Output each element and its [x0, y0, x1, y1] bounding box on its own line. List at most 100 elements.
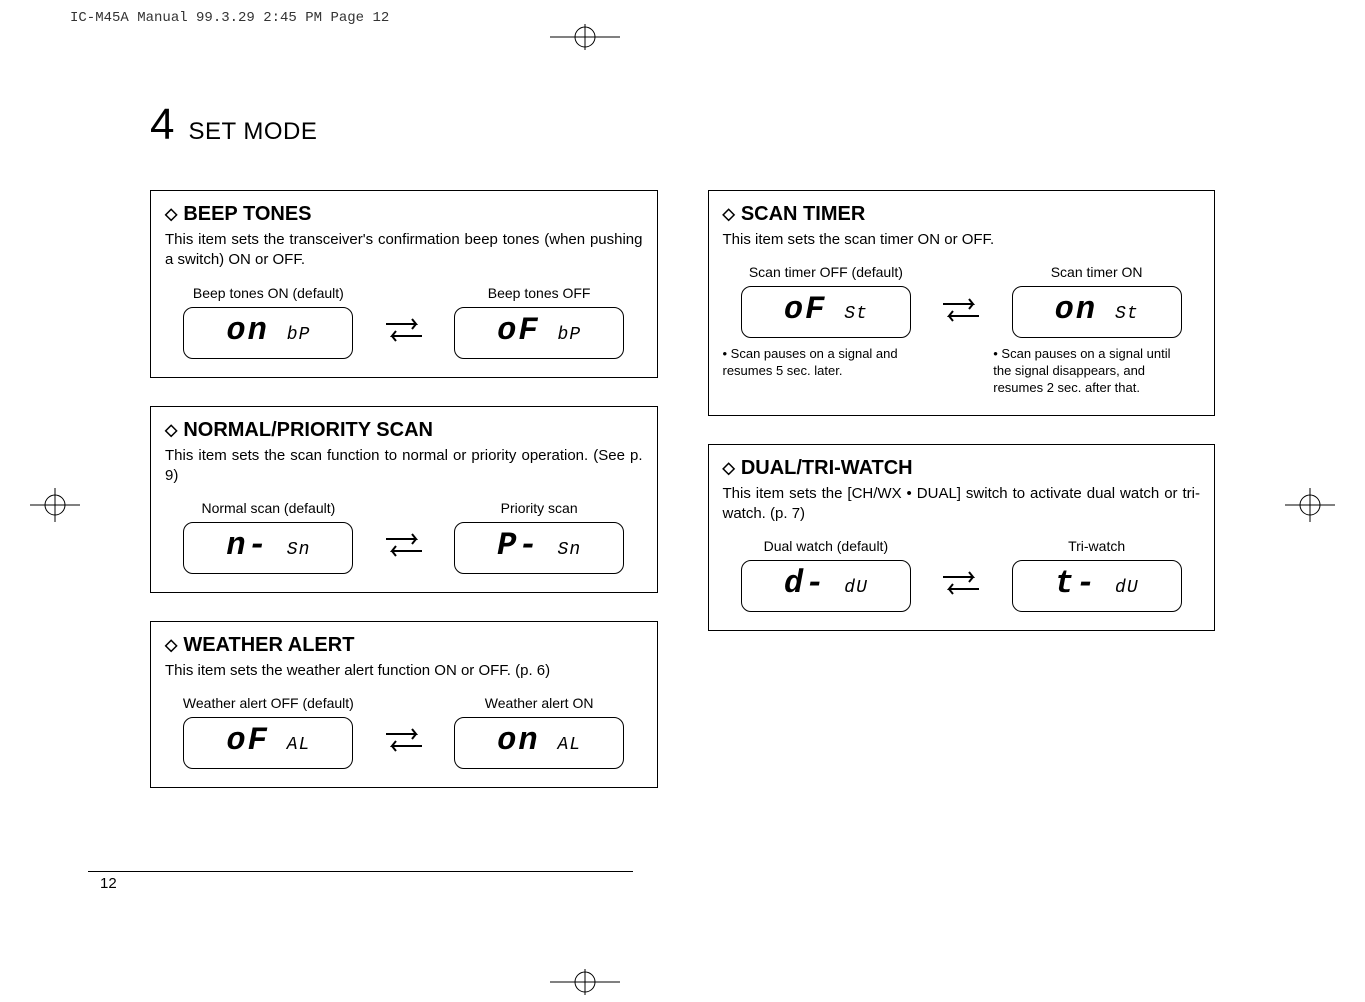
- option-right: Beep tones OFF oF bP: [436, 285, 643, 359]
- lcd-display: d- dU: [741, 560, 911, 612]
- card-title: ◇ SCAN TIMER: [723, 203, 1201, 226]
- option-note: • Scan pauses on a signal until the sign…: [993, 346, 1183, 397]
- options-row: Dual watch (default) d- dU Tri-wat: [723, 538, 1201, 612]
- title-text: SCAN TIMER: [741, 203, 865, 225]
- options-row: Weather alert OFF (default) oF AL: [165, 695, 643, 769]
- lcd-small: Sn: [558, 540, 582, 560]
- option-label: Normal scan (default): [201, 500, 335, 516]
- card-desc: This item sets the scan function to norm…: [165, 446, 643, 487]
- lcd-big: n-: [226, 527, 268, 564]
- card-desc: This item sets the [CH/WX • DUAL] switch…: [723, 484, 1201, 525]
- title-text: DUAL/TRI-WATCH: [741, 457, 913, 479]
- card-scan-timer: ◇ SCAN TIMER This item sets the scan time…: [708, 190, 1216, 416]
- card-title: ◇ WEATHER ALERT: [165, 634, 643, 657]
- lcd-small: St: [844, 304, 868, 324]
- lcd-display: oF St: [741, 286, 911, 338]
- card-desc: This item sets the weather alert functio…: [165, 661, 643, 681]
- lcd-display: n- Sn: [183, 522, 353, 574]
- diamond-icon: ◇: [165, 206, 177, 223]
- toggle-arrows-icon: [939, 264, 983, 324]
- lcd-small: bP: [558, 325, 582, 345]
- options-row: Beep tones ON (default) on bP Beep: [165, 285, 643, 359]
- lcd-small: dU: [844, 578, 868, 598]
- card-desc: This item sets the scan timer ON or OFF.: [723, 230, 1201, 250]
- option-left: Weather alert OFF (default) oF AL: [165, 695, 372, 769]
- lcd-small: AL: [558, 735, 582, 755]
- card-dual-tri-watch: ◇ DUAL/TRI-WATCH This item sets the [CH/W…: [708, 444, 1216, 632]
- options-row: Normal scan (default) n- Sn Priori: [165, 500, 643, 574]
- card-title: ◇ NORMAL/PRIORITY SCAN: [165, 419, 643, 442]
- diamond-icon: ◇: [165, 422, 177, 439]
- page-content: 4 SET MODE ◇BEEP TONES This item sets th…: [150, 100, 1215, 942]
- lcd-big: P-: [497, 527, 539, 564]
- option-left: Normal scan (default) n- Sn: [165, 500, 372, 574]
- toggle-arrows-icon: [382, 710, 426, 754]
- option-left: Dual watch (default) d- dU: [723, 538, 930, 612]
- lcd-display: P- Sn: [454, 522, 624, 574]
- card-title: ◇BEEP TONES: [165, 203, 643, 226]
- lcd-small: dU: [1115, 578, 1139, 598]
- page-number: 12: [100, 875, 117, 892]
- lcd-small: bP: [287, 325, 311, 345]
- lcd-display: oF AL: [183, 717, 353, 769]
- registration-mark-top: [550, 22, 620, 52]
- registration-mark-right: [1285, 480, 1335, 530]
- option-right: Priority scan P- Sn: [436, 500, 643, 574]
- lcd-big: oF: [497, 312, 539, 349]
- option-label: Tri-watch: [1068, 538, 1125, 554]
- left-column: ◇BEEP TONES This item sets the transceiv…: [150, 190, 658, 788]
- page-rule: [88, 871, 633, 872]
- toggle-arrows-icon: [939, 553, 983, 597]
- option-left: Beep tones ON (default) on bP: [165, 285, 372, 359]
- options-row: Scan timer OFF (default) oF St • Scan pa…: [723, 264, 1201, 397]
- lcd-big: d-: [784, 565, 826, 602]
- card-title: ◇ DUAL/TRI-WATCH: [723, 457, 1201, 480]
- option-label: Scan timer OFF (default): [749, 264, 903, 280]
- option-right: Scan timer ON on St • Scan pauses on a s…: [993, 264, 1200, 397]
- right-column: ◇ SCAN TIMER This item sets the scan time…: [708, 190, 1216, 788]
- option-label: Priority scan: [501, 500, 578, 516]
- option-note: • Scan pauses on a signal and resumes 5 …: [723, 346, 913, 380]
- title-text: WEATHER ALERT: [183, 634, 354, 656]
- toggle-arrows-icon: [382, 515, 426, 559]
- diamond-icon: ◇: [165, 637, 177, 654]
- option-label: Scan timer ON: [1051, 264, 1143, 280]
- chapter-number: 4: [150, 100, 174, 150]
- lcd-display: on St: [1012, 286, 1182, 338]
- card-desc: This item sets the transceiver's confirm…: [165, 230, 643, 271]
- imprint-header: IC-M45A Manual 99.3.29 2:45 PM Page 12: [70, 10, 389, 26]
- desc-key: CH/WX • DUAL: [852, 485, 957, 502]
- option-left: Scan timer OFF (default) oF St • Scan pa…: [723, 264, 930, 380]
- option-right: Weather alert ON on AL: [436, 695, 643, 769]
- lcd-big: on: [226, 312, 268, 349]
- chapter-heading: 4 SET MODE: [150, 100, 1215, 150]
- card-beep-tones: ◇BEEP TONES This item sets the transceiv…: [150, 190, 658, 378]
- lcd-big: on: [497, 722, 539, 759]
- option-label: Beep tones OFF: [488, 285, 591, 301]
- desc-pre: This item sets the [: [723, 485, 852, 502]
- diamond-icon: ◇: [723, 460, 735, 477]
- registration-mark-bottom: [550, 967, 620, 997]
- lcd-small: Sn: [287, 540, 311, 560]
- lcd-small: St: [1115, 304, 1139, 324]
- registration-mark-left: [30, 480, 80, 530]
- lcd-display: on AL: [454, 717, 624, 769]
- lcd-big: oF: [784, 291, 826, 328]
- lcd-big: oF: [226, 722, 268, 759]
- lcd-display: t- dU: [1012, 560, 1182, 612]
- option-label: Beep tones ON (default): [193, 285, 344, 301]
- option-label: Weather alert OFF (default): [183, 695, 354, 711]
- chapter-title: SET MODE: [188, 118, 317, 146]
- card-scan-mode: ◇ NORMAL/PRIORITY SCAN This item sets the…: [150, 406, 658, 594]
- title-text: NORMAL/PRIORITY SCAN: [183, 419, 433, 441]
- toggle-arrows-icon: [382, 300, 426, 344]
- lcd-display: oF bP: [454, 307, 624, 359]
- lcd-small: AL: [287, 735, 311, 755]
- option-right: Tri-watch t- dU: [993, 538, 1200, 612]
- lcd-display: on bP: [183, 307, 353, 359]
- option-label: Dual watch (default): [764, 538, 889, 554]
- lcd-big: on: [1055, 291, 1097, 328]
- lcd-big: t-: [1055, 565, 1097, 602]
- diamond-icon: ◇: [723, 206, 735, 223]
- card-weather-alert: ◇ WEATHER ALERT This item sets the weathe…: [150, 621, 658, 788]
